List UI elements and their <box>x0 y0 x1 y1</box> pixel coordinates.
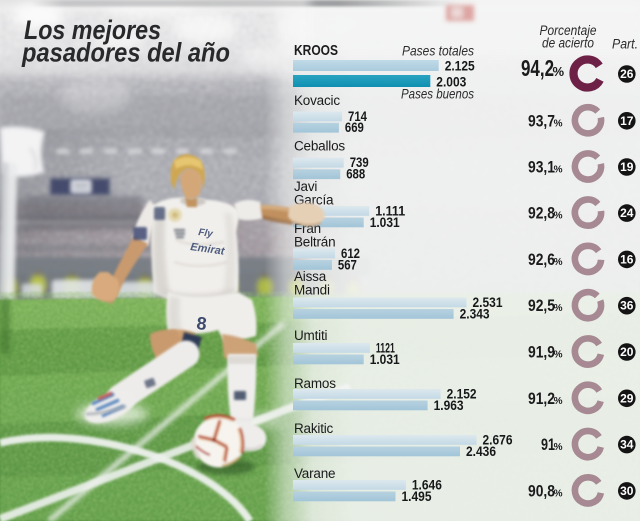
svg-text:Pases totales: Pases totales <box>402 43 474 59</box>
svg-text:de acierto: de acierto <box>542 36 594 51</box>
svg-text:612: 612 <box>341 246 360 261</box>
svg-text:Kovacic: Kovacic <box>294 93 340 108</box>
svg-text:Porcentaje: Porcentaje <box>540 23 597 38</box>
svg-text:Umtiti: Umtiti <box>294 328 327 343</box>
svg-text:KROOS: KROOS <box>294 42 338 59</box>
svg-text:2.676: 2.676 <box>483 432 513 447</box>
svg-text:17: 17 <box>620 114 634 128</box>
svg-text:Javi: Javi <box>294 179 317 194</box>
svg-text:2.531: 2.531 <box>473 295 503 310</box>
svg-text:Part.: Part. <box>612 37 638 52</box>
svg-text:1121: 1121 <box>376 340 395 355</box>
svg-text:Los mejores: Los mejores <box>24 15 161 45</box>
svg-text:92,5: 92,5 <box>528 296 555 315</box>
svg-text:Ceballos: Ceballos <box>294 139 345 154</box>
svg-text:Aissa: Aissa <box>294 269 327 284</box>
svg-text:8: 8 <box>196 313 208 334</box>
svg-text:91,9: 91,9 <box>528 343 555 362</box>
svg-text:%: % <box>554 165 563 176</box>
svg-text:93,7: 93,7 <box>528 111 555 130</box>
svg-text:669: 669 <box>345 120 364 135</box>
svg-text:24: 24 <box>620 206 634 220</box>
svg-text:1.646: 1.646 <box>412 477 442 492</box>
svg-text:90,8: 90,8 <box>528 481 555 500</box>
svg-text:Varane: Varane <box>294 466 335 481</box>
svg-text:16: 16 <box>620 252 634 266</box>
svg-text:Beltrán: Beltrán <box>294 235 335 250</box>
svg-text:%: % <box>554 257 563 268</box>
svg-text:Rakitic: Rakitic <box>294 421 334 436</box>
svg-text:1.495: 1.495 <box>402 489 432 504</box>
svg-text:92,6: 92,6 <box>528 250 555 269</box>
svg-text:2.125: 2.125 <box>445 59 475 74</box>
svg-text:688: 688 <box>346 167 365 182</box>
svg-text:1.963: 1.963 <box>434 398 464 413</box>
svg-text:91,2: 91,2 <box>528 389 555 408</box>
svg-text:1.111: 1.111 <box>375 203 405 218</box>
svg-text:29: 29 <box>620 391 634 405</box>
svg-text:%: % <box>554 303 563 314</box>
svg-text:Fly: Fly <box>198 227 214 240</box>
svg-text:91: 91 <box>541 435 555 454</box>
svg-text:20: 20 <box>620 345 634 359</box>
svg-text:%: % <box>554 396 563 407</box>
svg-text:94,2: 94,2 <box>521 55 554 81</box>
svg-text:567: 567 <box>338 257 357 272</box>
svg-text:Ramos: Ramos <box>294 376 336 391</box>
svg-text:2.436: 2.436 <box>466 444 496 459</box>
svg-text:%: % <box>554 350 563 361</box>
svg-text:2.152: 2.152 <box>447 386 477 401</box>
svg-text:%: % <box>554 211 563 222</box>
svg-text:%: % <box>554 442 563 453</box>
svg-text:%: % <box>552 64 564 79</box>
svg-text:Emirat: Emirat <box>190 241 227 258</box>
svg-text:92,8: 92,8 <box>528 204 555 223</box>
svg-text:26: 26 <box>620 67 634 81</box>
svg-text:1.031: 1.031 <box>370 215 400 230</box>
svg-text:714: 714 <box>348 109 367 124</box>
svg-text:pasadores del año: pasadores del año <box>21 38 230 68</box>
svg-text:93,1: 93,1 <box>528 158 555 177</box>
svg-text:36: 36 <box>620 299 634 313</box>
svg-text:739: 739 <box>350 155 369 170</box>
svg-text:30: 30 <box>620 484 634 498</box>
svg-text:1.031: 1.031 <box>370 352 400 367</box>
svg-text:19: 19 <box>620 160 634 174</box>
svg-text:2.003: 2.003 <box>436 75 466 90</box>
svg-text:34: 34 <box>620 438 634 452</box>
svg-text:Pases buenos: Pases buenos <box>401 86 474 102</box>
svg-text:Mandi: Mandi <box>294 283 330 298</box>
svg-text:%: % <box>554 488 563 499</box>
svg-text:%: % <box>554 118 563 129</box>
svg-text:2.343: 2.343 <box>460 306 490 321</box>
